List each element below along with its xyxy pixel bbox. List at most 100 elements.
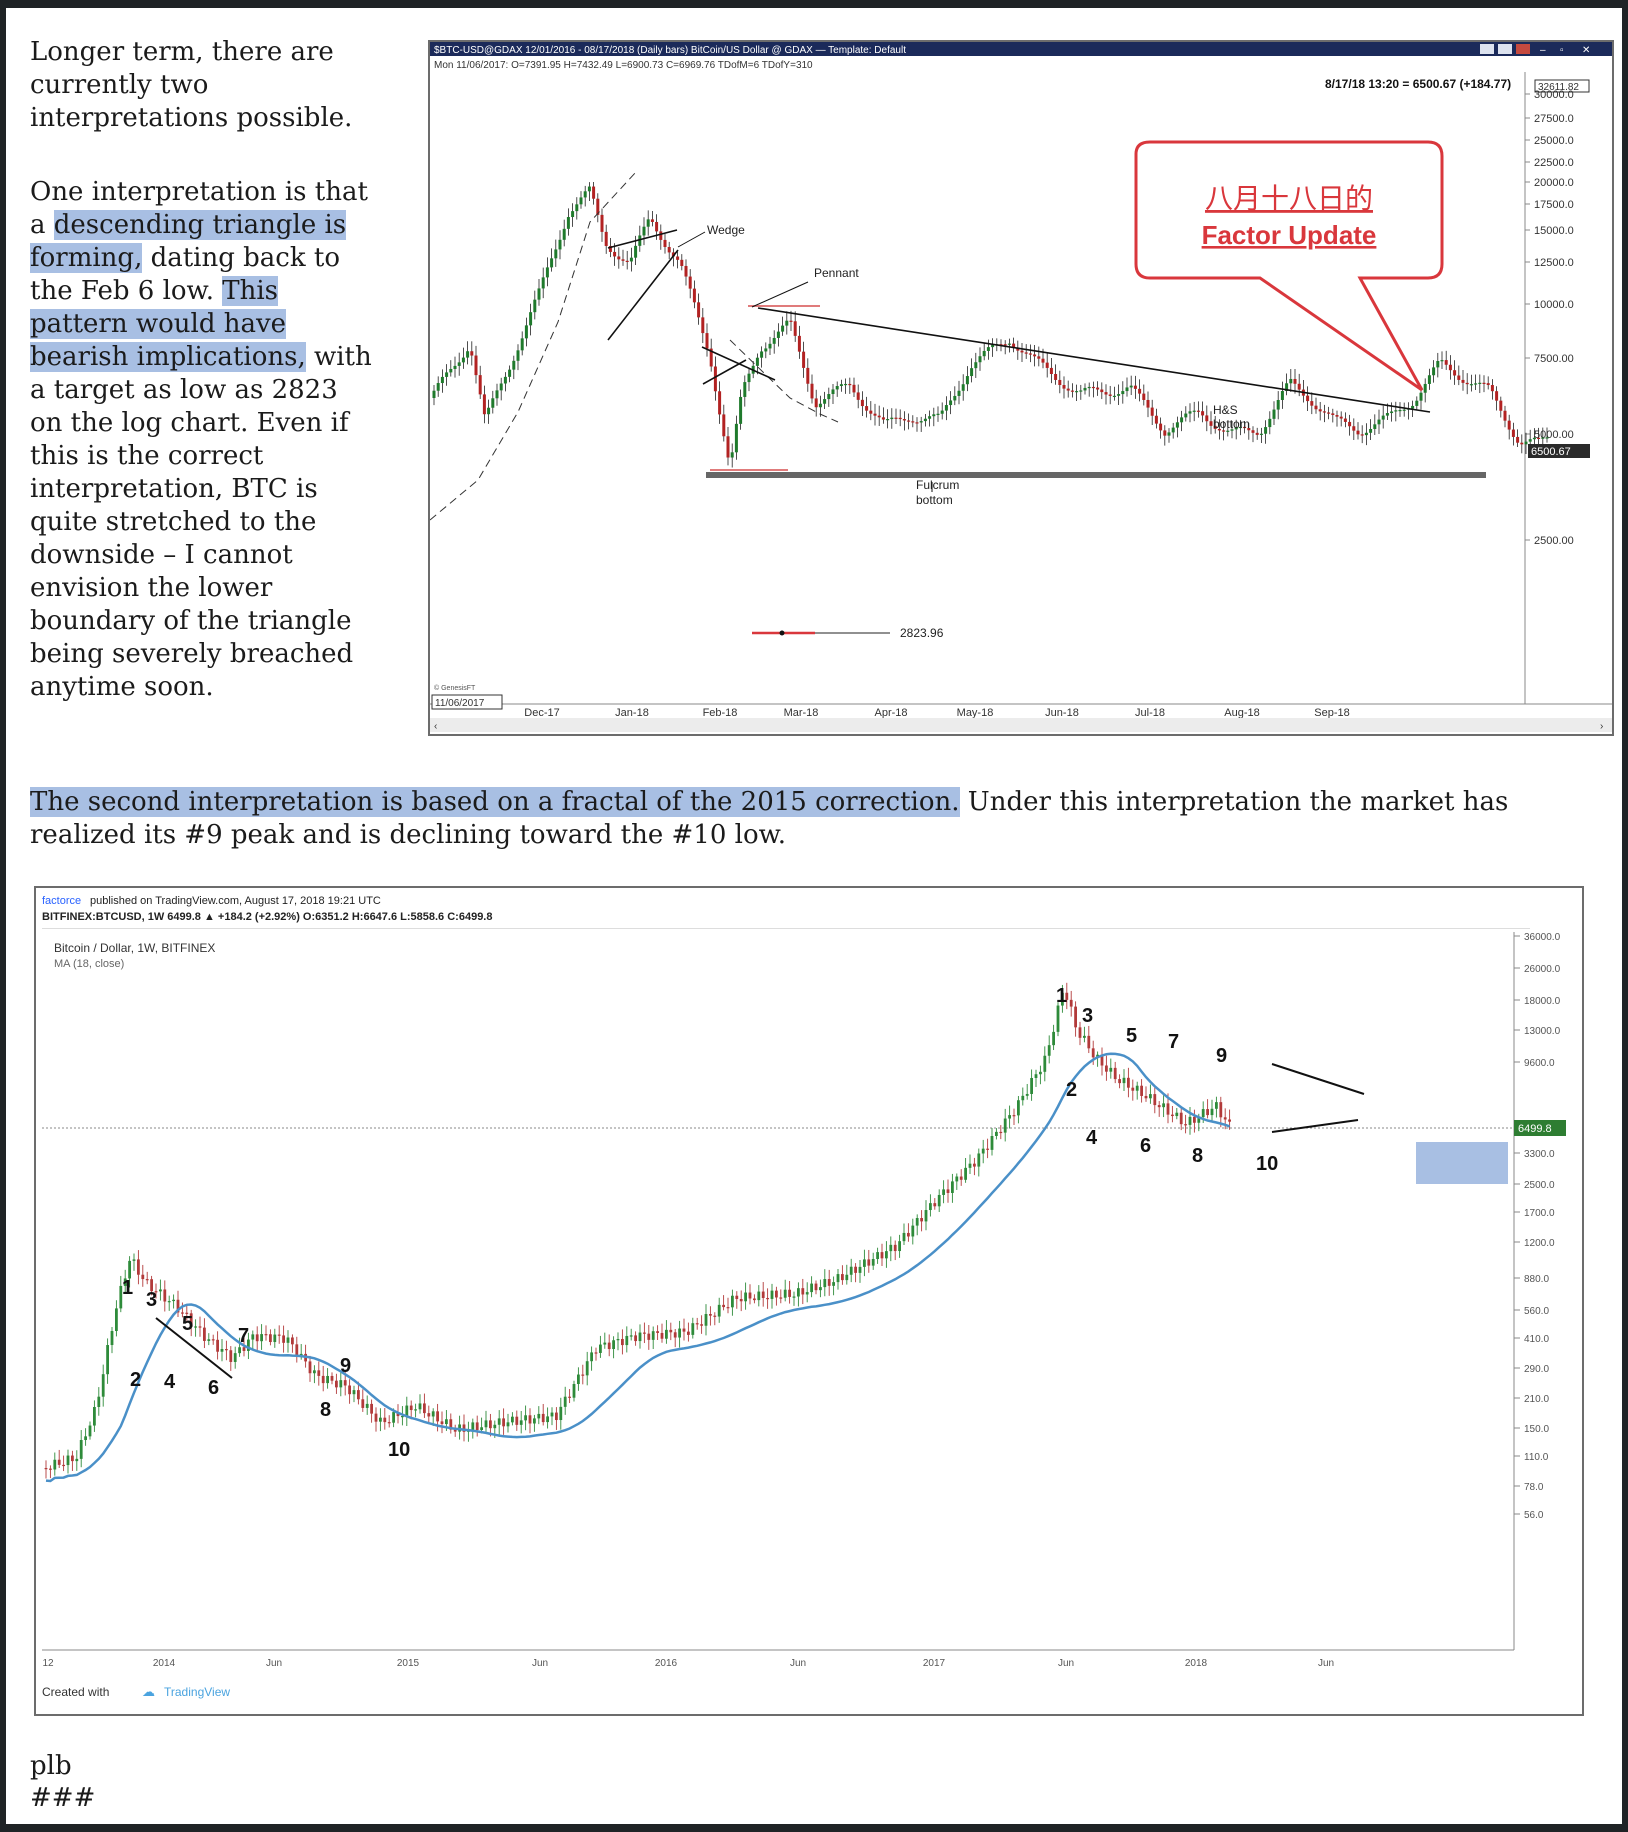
chart1-btn-s[interactable] [1480,44,1494,54]
chart1-btn-link[interactable] [1516,44,1530,54]
chart1-candle-body [1255,432,1259,435]
chart1-candle-body [743,382,747,397]
wave-label-2018: 3 [1082,1005,1093,1027]
chart2-candle-body [1056,1005,1060,1032]
chart1-ohlc-line: Mon 11/06/2017: O=7391.95 H=7432.49 L=69… [434,60,813,71]
chart1-candle-body [1133,385,1137,389]
chart1-candle-body [1482,382,1486,384]
chart2-candle-body [590,1352,593,1362]
window-close-icon[interactable]: ✕ [1582,45,1590,56]
callout-bubble [1134,140,1444,392]
scroll-left-icon[interactable]: ‹ [434,721,437,732]
chart1-scrollbar[interactable] [430,718,1612,732]
chart1-candle-body [1335,415,1339,417]
chart1-top-tag-text: 32611.82 [1538,82,1579,93]
chart1-triangle-lower-line [706,472,1486,478]
chart1-wedge-lines [607,229,679,341]
chart2-candle-body [1179,1112,1183,1125]
chart2-x-axis: 12 2014 Jun 2015 Jun 2016 Jun 2017 Jun 2018 Jun [42,1658,1334,1669]
chart2-x-tick-label: Jun [266,1658,282,1669]
chart2-footer-brand[interactable]: TradingView [164,1685,230,1699]
chart1-candle-body [802,351,806,368]
chart1-candle-body [1259,433,1263,435]
chart1-btn-p[interactable] [1498,44,1512,54]
chart1-candle-body [923,418,927,422]
chart1-candle-body [1310,401,1314,406]
chart1-pennant-dashed-line [729,339,839,423]
chart2-candle-body [841,1274,844,1281]
chart1-candle-body [1528,439,1532,442]
chart1-y-tick-label: 2500.00 [1534,535,1574,547]
chart1-candle-body [1457,375,1461,380]
chart2-candle-body [581,1374,585,1376]
chart1-candle-body [1507,420,1511,430]
chart2-candle-body [924,1210,928,1222]
chart2-candle-body [189,1313,193,1327]
chart1-candle-body [949,400,953,406]
chart1-y-tick-label: 7500.00 [1534,353,1574,365]
chart2-candle-body [1188,1116,1192,1125]
chart2-candle-body [1149,1094,1152,1099]
chart2-candle-body [115,1308,118,1332]
chart2-candle-body [1052,1031,1055,1046]
chart2-candle-body [902,1232,906,1242]
chart2-candle-body [44,1468,48,1470]
chart2-y-tick-label: 56.0 [1524,1510,1544,1521]
chart2-x-tick-label: Jun [790,1658,806,1669]
chart1-candle-body [873,413,877,416]
chart2-candle-body [449,1419,453,1430]
chart2-candle-body [497,1418,501,1425]
chart2-candle-body [335,1380,338,1388]
chart1-y-tick-label: 12500.0 [1534,257,1574,269]
chart1-candle-body [1087,386,1091,389]
wave-label-2014: 8 [320,1399,331,1421]
chart2-y-tick-label: 560.0 [1524,1306,1549,1317]
target-label: 2823.96 [900,626,944,640]
chart1-candle-body [541,277,545,289]
chart2-candle-body [757,1291,761,1301]
wave-label-2018: 6 [1140,1135,1151,1157]
chart2-candle-body [203,1327,206,1341]
window-minimize-icon[interactable]: – [1540,45,1546,56]
chart2-candle-body [854,1266,857,1273]
chart2-y-tick-label: 210.0 [1524,1394,1549,1405]
chart2-user[interactable]: factorce [42,895,81,907]
chart1-candle-body [1390,411,1394,414]
chart1-candle-body [1314,405,1318,410]
chart2-candle-body [163,1289,167,1302]
chart1-candle-body [919,421,923,423]
chart2-candle-body [277,1334,281,1336]
chart1-title-bar [430,42,1612,56]
chart2-candle-body [1135,1085,1139,1091]
chart1-candle-body [1112,395,1116,398]
chart2-candle-body [273,1334,277,1343]
chart1-candle-body [470,351,474,356]
scroll-right-icon[interactable]: › [1600,721,1603,732]
chart2-candle-body [735,1295,739,1299]
chart2-ticker-line: BITFINEX:BTCUSD, 1W 6499.8 ▲ +184.2 (+2.… [42,911,492,923]
chart2-candle-body [981,1148,985,1154]
chart2-candle-body [119,1285,123,1309]
chart1-candle-body [1041,358,1045,363]
chart2-candle-body [682,1328,686,1332]
chart2-candle-body [1030,1077,1033,1094]
chart1-candle-body [818,403,822,408]
chart2-candle-body [1113,1067,1117,1080]
chart1-candle-body [928,416,932,419]
wave-label-2018: 2 [1066,1079,1077,1101]
chart2-candle-body [783,1289,787,1298]
chart1-candle-body [848,383,852,386]
wave-label-2014: 4 [164,1371,176,1393]
window-restore-icon[interactable]: ▫ [1560,45,1564,56]
chart1-candle-body [1159,423,1163,431]
chart1-candle-body [529,312,533,326]
chart2-candle-body [414,1409,417,1411]
wave-label-2014: 1 [122,1277,133,1299]
chart1-candle-body [1020,350,1024,353]
chart2-candle-body [1162,1103,1165,1108]
chart1-candle-body [781,325,785,332]
chart2-footer-prefix: Created with [42,1685,109,1699]
chart1-candle-body [558,239,562,250]
chart2-candle-body [361,1399,365,1408]
chart1-candle-body [1516,436,1520,443]
